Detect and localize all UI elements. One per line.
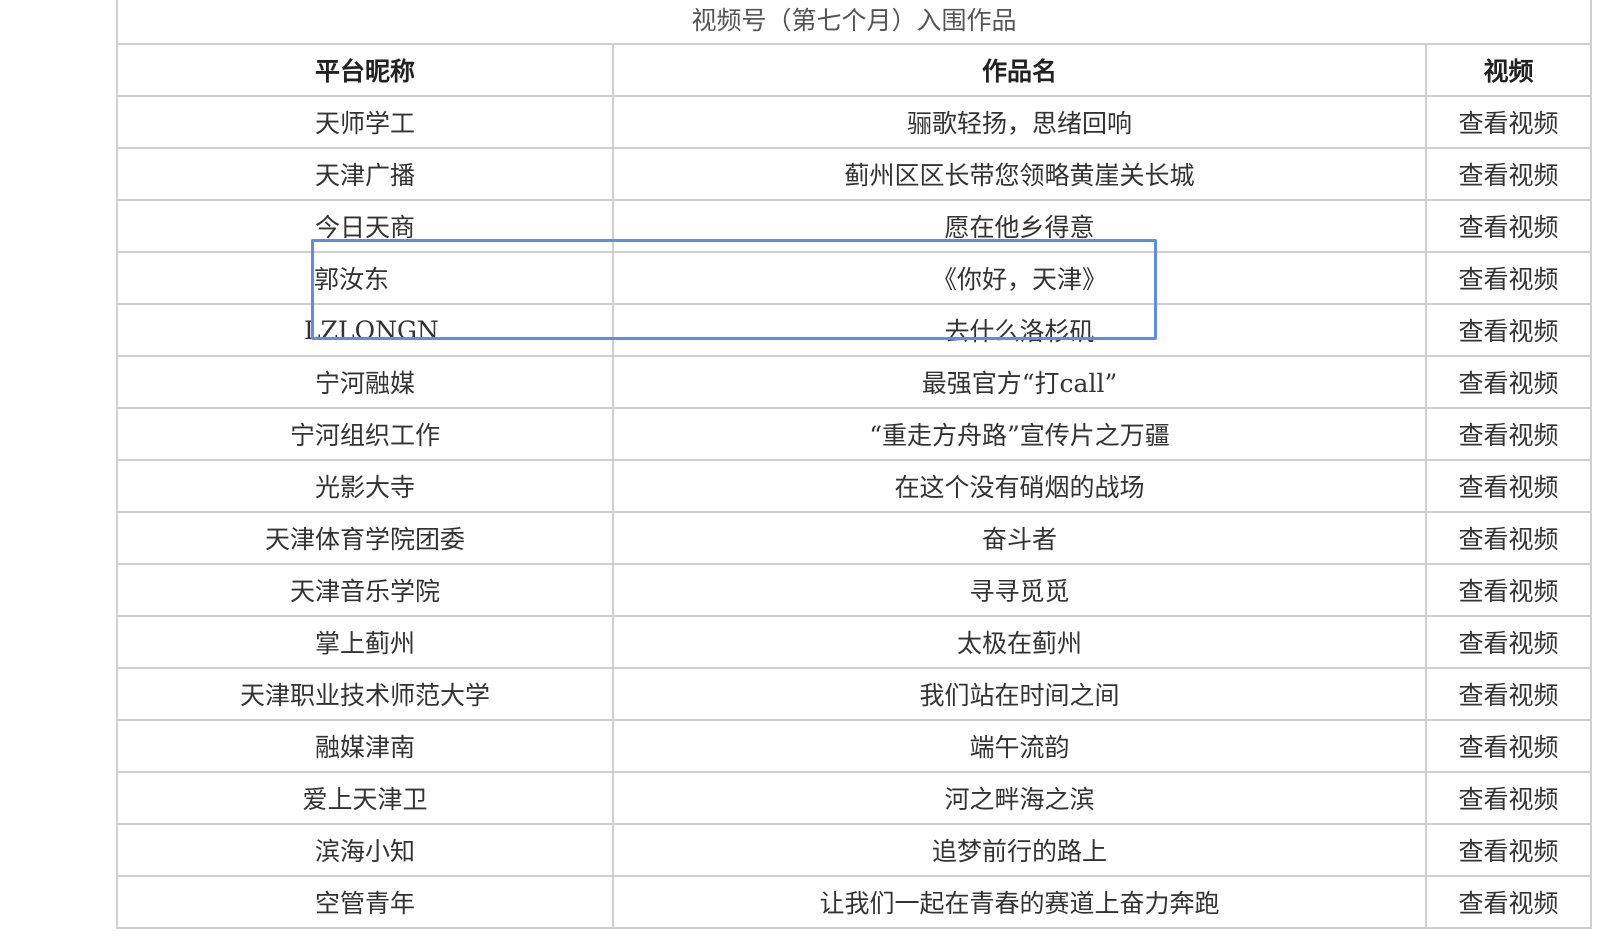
finalists-table: 视频号（第七个月）入围作品 平台昵称 作品名 视频 天师学工 骊歌轻扬，思绪回响查… [115,0,1593,929]
cell-nickname: 光影大寺 [116,459,614,513]
cell-work: 追梦前行的路上 [612,823,1427,877]
view-video-link[interactable]: 查看视频 [1424,563,1593,617]
table-row: 宁河组织工作 “重走方舟路”宣传片之万疆 查看视频 [116,407,1593,461]
table-row: 天津职业技术师范大学 我们站在时间之间 查看视频 [116,667,1593,721]
cell-work: 端午流韵 [612,719,1427,773]
cell-nickname: 天津体育学院团委 [116,511,614,565]
view-video-link[interactable]: 查看视频 [1424,147,1593,201]
table-row: 郭汝东 《你好，天津》 查看视频 [116,251,1593,305]
cell-work: 最强官方“打call” [612,355,1427,409]
view-video-link[interactable]: 查看视频 [1424,823,1593,877]
cell-nickname: 天津职业技术师范大学 [116,667,614,721]
cell-nickname: LZLONGN [116,303,614,357]
table-row: 今日天商 愿在他乡得意 查看视频 [116,199,1593,253]
cell-nickname: 天津音乐学院 [116,563,614,617]
cell-nickname: 宁河组织工作 [116,407,614,461]
cell-work: 寻寻觅觅 [612,563,1427,617]
table-row: 天津体育学院团委 奋斗者 查看视频 [116,511,1593,565]
view-video-link[interactable]: 查看视频 [1424,511,1593,565]
cell-nickname: 掌上蓟州 [116,615,614,669]
cell-work: 让我们一起在青春的赛道上奋力奔跑 [612,875,1427,929]
cell-nickname: 天津广播 [116,147,614,201]
view-video-link[interactable]: 查看视频 [1424,407,1593,461]
view-video-link[interactable]: 查看视频 [1424,719,1593,773]
cell-nickname: 滨海小知 [116,823,614,877]
table-row: 融媒津南 端午流韵 查看视频 [116,719,1593,773]
view-video-link[interactable]: 查看视频 [1424,667,1593,721]
view-video-link[interactable]: 查看视频 [1424,875,1593,929]
cell-work: 太极在蓟州 [612,615,1427,669]
table-row: 宁河融媒 最强官方“打call” 查看视频 [116,355,1593,409]
table-row: 天师学工 骊歌轻扬，思绪回响 查看视频 [116,95,1593,149]
header-video: 视频 [1424,43,1593,97]
cell-nickname: 今日天商 [116,199,614,253]
finalists-table-container: 视频号（第七个月）入围作品 平台昵称 作品名 视频 天师学工 骊歌轻扬，思绪回响查… [115,0,1593,929]
table-row: 爱上天津卫 河之畔海之滨 查看视频 [116,771,1593,825]
cell-work: 奋斗者 [612,511,1427,565]
view-video-link[interactable]: 查看视频 [1424,771,1593,825]
table-row: 掌上蓟州 太极在蓟州 查看视频 [116,615,1593,669]
table-title: 视频号（第七个月）入围作品 [115,0,1593,45]
table-row: 光影大寺 在这个没有硝烟的战场 查看视频 [116,459,1593,513]
cell-nickname: 空管青年 [116,875,614,929]
cell-nickname: 郭汝东 [116,251,614,305]
cell-work: 蓟州区区长带您领略黄崖关长城 [612,147,1427,201]
cell-work: 骊歌轻扬，思绪回响 [612,95,1427,149]
table-row: 空管青年 让我们一起在青春的赛道上奋力奔跑 查看视频 [116,875,1593,929]
cell-nickname: 天师学工 [116,95,614,149]
view-video-link[interactable]: 查看视频 [1424,459,1593,513]
view-video-link[interactable]: 查看视频 [1424,355,1593,409]
cell-work: 《你好，天津》 [612,251,1427,305]
table-row: 滨海小知 追梦前行的路上 查看视频 [116,823,1593,877]
cell-nickname: 爱上天津卫 [116,771,614,825]
cell-work: 愿在他乡得意 [612,199,1427,253]
cell-work: 河之畔海之滨 [612,771,1427,825]
view-video-link[interactable]: 查看视频 [1424,251,1593,305]
header-work: 作品名 [612,43,1427,97]
cell-work: 在这个没有硝烟的战场 [612,459,1427,513]
view-video-link[interactable]: 查看视频 [1424,615,1593,669]
selection-highlight-box [311,239,1157,340]
cell-work: “重走方舟路”宣传片之万疆 [612,407,1427,461]
cell-work: 去什么洛杉矶 [612,303,1427,357]
header-nickname: 平台昵称 [116,43,614,97]
cell-nickname: 融媒津南 [116,719,614,773]
view-video-link[interactable]: 查看视频 [1424,95,1593,149]
cell-work: 我们站在时间之间 [612,667,1427,721]
table-row: 天津广播 蓟州区区长带您领略黄崖关长城 查看视频 [116,147,1593,201]
table-row: 天津音乐学院 寻寻觅觅 查看视频 [116,563,1593,617]
table-row: LZLONGN 去什么洛杉矶 查看视频 [116,303,1593,357]
view-video-link[interactable]: 查看视频 [1424,303,1593,357]
cell-nickname: 宁河融媒 [116,355,614,409]
view-video-link[interactable]: 查看视频 [1424,199,1593,253]
